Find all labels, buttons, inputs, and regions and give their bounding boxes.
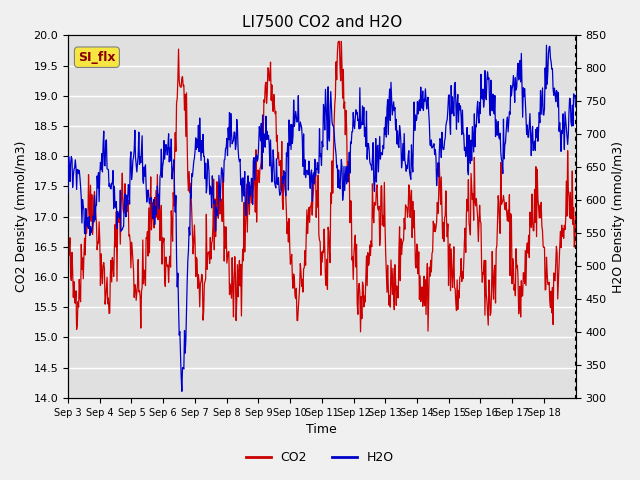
X-axis label: Time: Time — [307, 423, 337, 436]
Y-axis label: CO2 Density (mmol/m3): CO2 Density (mmol/m3) — [15, 141, 28, 292]
Text: SI_flx: SI_flx — [78, 51, 116, 64]
Y-axis label: H2O Density (mmol/m3): H2O Density (mmol/m3) — [612, 141, 625, 293]
Title: LI7500 CO2 and H2O: LI7500 CO2 and H2O — [242, 15, 402, 30]
Legend: CO2, H2O: CO2, H2O — [241, 446, 399, 469]
